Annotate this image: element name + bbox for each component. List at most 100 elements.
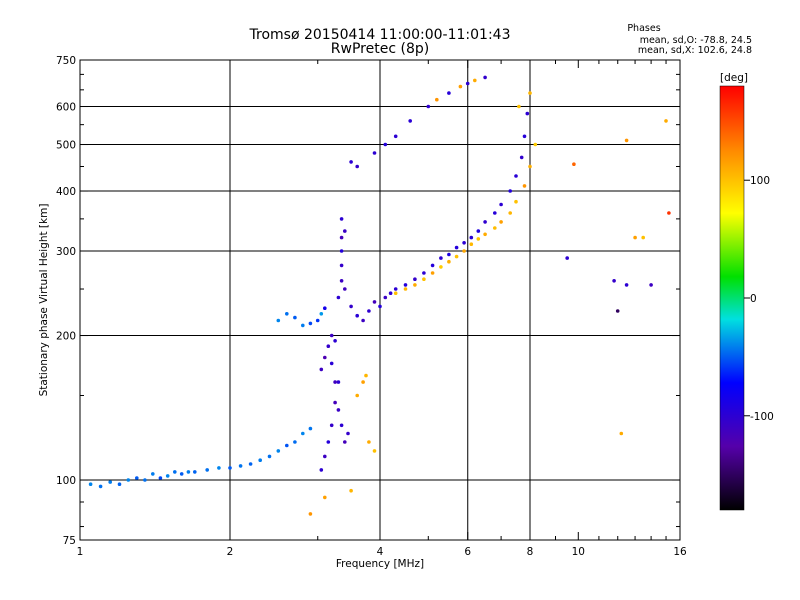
grid-lines [80,60,680,540]
data-point [565,256,569,260]
axis-ticks: 1 2 4 6 8 10 16 75 100 200 300 400 500 600 750 [56,55,687,558]
data-point [430,263,435,268]
data-point [476,237,481,241]
data-point [499,202,503,207]
data-point [619,431,624,436]
data-point [329,333,334,338]
data-point [98,484,103,489]
data-point [179,472,184,476]
data-point [88,482,93,487]
data-point [667,211,671,215]
data-point [422,277,426,282]
data-point [323,306,327,311]
data-point [483,75,487,80]
data-point [462,241,466,245]
data-point [276,318,281,323]
data-point [339,279,344,283]
data-point [615,309,620,313]
data-point [349,304,353,309]
data-point [326,440,331,444]
data-point [522,184,527,188]
data-point [248,462,253,466]
data-point [533,142,538,147]
y-tick-label: 500 [56,140,76,152]
phase-stats-heading: Phases [627,23,660,34]
x-tick-label: 16 [673,546,687,558]
data-point [372,449,377,453]
data-point [193,470,197,474]
data-point [413,283,417,287]
data-point [367,440,371,444]
data-point [308,512,313,516]
data-point [462,249,466,253]
data-point [319,312,324,316]
data-point [186,470,191,474]
data-point [508,189,512,193]
data-point [333,339,337,343]
y-axis-label: Stationary phase Virtual Height [km] [38,204,50,397]
data-point [205,468,209,472]
data-point [641,235,645,240]
data-point [435,97,439,102]
data-point [343,440,347,444]
data-point [117,482,122,487]
data-point [633,235,637,240]
data-point [426,104,431,109]
data-point [383,295,388,300]
colorbar-ticks: 100 0 -100 [744,175,774,423]
data-point [528,91,532,95]
data-point [519,155,524,160]
data-point [378,304,382,309]
data-point [329,423,334,428]
data-point [319,468,324,472]
data-point [408,119,413,123]
data-point [439,256,443,260]
data-point [293,440,297,444]
data-point [108,480,112,484]
data-point [364,373,368,378]
data-point [624,138,629,143]
y-tick-label: 75 [63,535,76,547]
data-point [323,495,327,500]
data-point [173,470,177,474]
y-tick-label: 300 [56,246,76,258]
data-point [349,160,353,164]
x-tick-label: 1 [77,546,84,558]
data-point [372,151,377,155]
data-point [333,380,337,384]
data-point [393,134,398,139]
data-point [447,252,451,257]
data-point [465,81,470,86]
data-point [165,474,170,478]
data-point [301,431,305,436]
data-point [343,287,347,291]
data-point [336,408,341,412]
data-point [517,104,521,109]
data-point [372,300,377,304]
data-point [508,211,512,215]
colorbar-label: [deg] [720,72,748,84]
x-axis-label: Frequency [MHz] [336,558,424,570]
data-point [624,283,629,287]
data-point [349,488,353,493]
data-point [285,443,289,448]
data-point [285,312,289,316]
data-point [258,458,263,463]
data-point [493,226,497,230]
y-tick-label: 200 [56,331,76,343]
data-point [329,361,334,366]
data-point [301,323,305,328]
data-point [343,229,347,233]
colorbar-tick-label: 100 [750,175,770,187]
data-point [458,84,463,89]
y-tick-label: 100 [56,475,76,487]
data-point [336,295,341,300]
data-point [528,164,532,169]
data-point [367,309,371,313]
data-point [339,217,344,221]
data-point [361,380,365,384]
y-tick-label: 600 [56,102,76,114]
data-point [522,134,527,139]
data-point [483,220,487,224]
data-point [572,162,576,166]
